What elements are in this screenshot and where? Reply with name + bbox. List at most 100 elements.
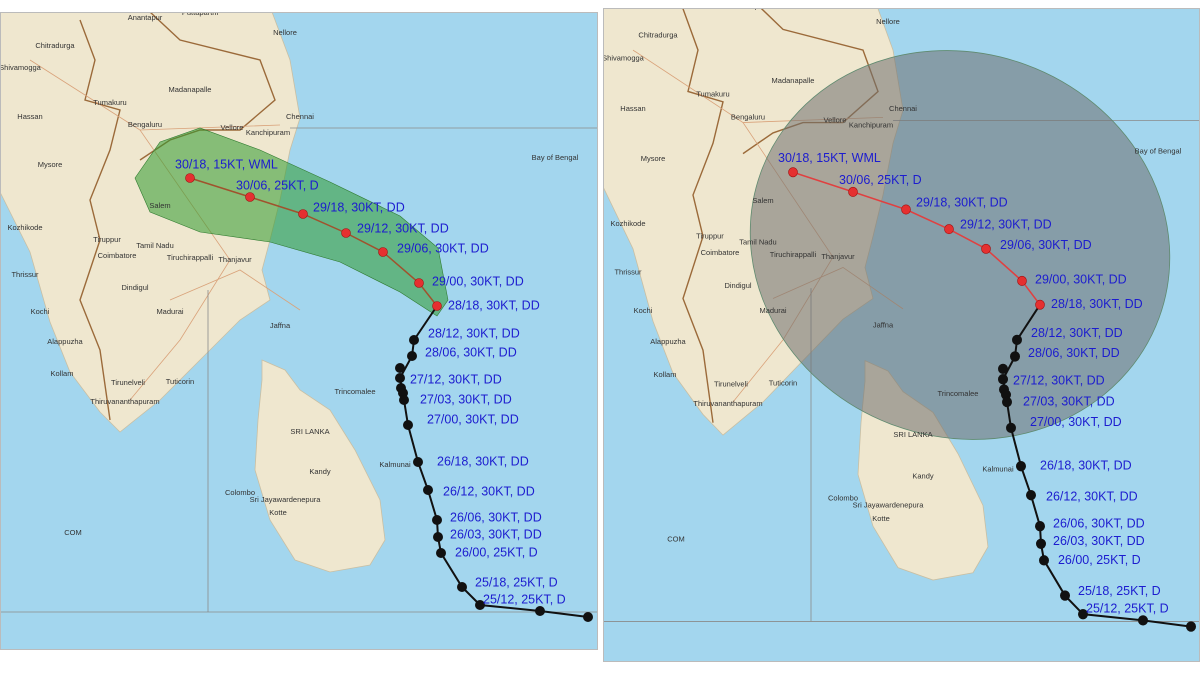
place-label: Sri Jayawardenepura: [853, 500, 925, 509]
track-point: [1026, 489, 1036, 501]
place-label: Tiruppur: [93, 235, 121, 244]
track-point: [407, 351, 417, 361]
place-label: Chitradurga: [638, 31, 678, 40]
place-label: Bay of Bengal: [532, 153, 579, 162]
track-label: 27/03, 30KT, DD: [1023, 393, 1115, 408]
track-label: 26/00, 25KT, D: [455, 545, 538, 559]
forecast-point: [1035, 299, 1045, 310]
track-label: 28/12, 30KT, DD: [1031, 325, 1123, 340]
place-label: Kozhikode: [611, 219, 646, 228]
track-label: 27/12, 30KT, DD: [410, 372, 502, 386]
place-label: Colombo: [828, 493, 858, 502]
track-label: 29/06, 30KT, DD: [1000, 237, 1092, 252]
place-label: Trincomalee: [335, 387, 376, 396]
place-label: Kotte: [872, 514, 890, 523]
place-label: Alappuzha: [650, 337, 686, 346]
place-label: Mysore: [38, 160, 63, 169]
track-label: 26/03, 30KT, DD: [450, 527, 542, 541]
place-label: Tirunelveli: [111, 378, 145, 387]
place-label: SRI LANKA: [893, 430, 933, 439]
place-label: Kandy: [309, 467, 331, 476]
place-label: Kanchipuram: [849, 121, 893, 130]
place-label: Mysore: [641, 154, 666, 163]
place-label: Thiruvananthapuram: [693, 399, 762, 408]
place-label: Chitradurga: [35, 41, 75, 50]
uncertainty-area: [749, 50, 1171, 440]
place-label: Vellore: [824, 115, 847, 124]
track-point: [1002, 396, 1012, 408]
track-label: 25/18, 25KT, D: [1078, 583, 1161, 598]
track-point: [1186, 621, 1196, 632]
place-label: COM: [64, 528, 82, 537]
forecast-point: [788, 167, 798, 178]
track-label: 25/18, 25KT, D: [475, 575, 558, 589]
place-label: Bengaluru: [128, 120, 162, 129]
track-label: 26/03, 30KT, DD: [1053, 533, 1145, 548]
place-label: COM: [667, 535, 684, 544]
place-label: Shivamogga: [602, 53, 644, 62]
track-point: [409, 335, 419, 345]
place-label: Madurai: [759, 306, 786, 315]
track-point: [403, 420, 413, 430]
track-label: 25/12, 25KT, D: [483, 592, 566, 606]
place-label: Kanchipuram: [246, 128, 290, 137]
forecast-point: [1017, 275, 1027, 286]
track-label: 30/18, 15KT, WML: [778, 150, 881, 165]
place-label: Sri Jayawardenepura: [250, 495, 322, 504]
track-point: [475, 600, 485, 610]
track-label: 26/12, 30KT, DD: [1046, 488, 1138, 503]
track-point: [1039, 555, 1049, 566]
track-label: 26/18, 30KT, DD: [437, 454, 529, 468]
forecast-cone: [134, 127, 449, 317]
place-label: Colombo: [225, 488, 255, 497]
track-label: 29/00, 30KT, DD: [432, 274, 524, 288]
panel-border: [0, 12, 598, 650]
track-point: [583, 612, 593, 622]
place-label: Bay of Bengal: [1135, 146, 1182, 155]
place-label: Tirunelveli: [714, 379, 748, 388]
place-label: Trincomalee: [938, 389, 979, 398]
place-label: Kochi: [634, 306, 653, 315]
place-label: Nellore: [876, 17, 900, 26]
place-label: Thrissur: [614, 268, 642, 277]
observed-track: [1016, 304, 1041, 341]
place-label: Hassan: [17, 112, 42, 121]
place-label: Kollam: [51, 369, 74, 378]
track-label: 26/00, 25KT, D: [1058, 552, 1141, 567]
track-label: 29/18, 30KT, DD: [313, 200, 405, 214]
track-label: 29/12, 30KT, DD: [960, 216, 1052, 231]
forecast-point: [298, 209, 308, 219]
track-point: [1035, 521, 1045, 532]
forecast-point: [432, 301, 442, 311]
place-label: Madurai: [156, 307, 183, 316]
forecast-point: [378, 247, 388, 257]
track-point: [413, 457, 423, 467]
place-label: Anantapur: [731, 2, 766, 11]
track-point: [433, 532, 443, 542]
place-label: SRI LANKA: [290, 427, 329, 436]
place-label: Tumakuru: [696, 90, 729, 99]
place-label: Jaffna: [873, 320, 894, 329]
track-point: [998, 374, 1008, 385]
place-label: Kochi: [31, 307, 50, 316]
track-label: 26/06, 30KT, DD: [1053, 515, 1145, 530]
place-label: Salem: [149, 201, 170, 210]
place-label: Vellore: [221, 123, 244, 132]
forecast-point: [848, 186, 858, 197]
place-label: Tiruchirappalli: [770, 250, 817, 259]
place-label: Shivamogga: [0, 63, 42, 72]
track-label: 28/06, 30KT, DD: [1028, 345, 1120, 360]
place-label: Madanapalle: [772, 76, 815, 85]
place-label: Coimbatore: [98, 251, 137, 260]
track-point: [1016, 460, 1026, 472]
place-label: Hassan: [620, 104, 645, 113]
place-label: Jaffna: [270, 321, 291, 330]
place-label: Madanapalle: [169, 85, 212, 94]
left-panel: Anantapur Puttaparthi Nellore Chitradurga Sh…: [0, 12, 598, 650]
track-label: 27/12, 30KT, DD: [1013, 373, 1105, 388]
track-label: 28/12, 30KT, DD: [428, 326, 520, 340]
forecast-point: [414, 278, 424, 288]
track-point: [395, 373, 405, 383]
place-label: Tamil Nadu: [136, 241, 174, 250]
